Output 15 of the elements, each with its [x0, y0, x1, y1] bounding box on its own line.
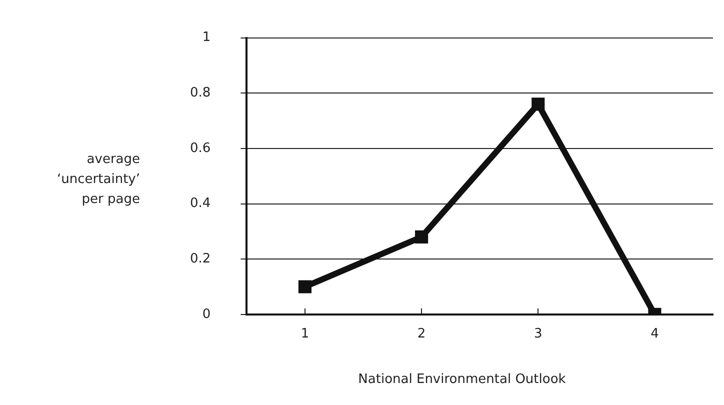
x-tick-label: 1 — [300, 326, 310, 342]
y-axis-title: average ‘uncertainty’ per page — [56, 151, 140, 209]
point — [415, 230, 428, 244]
point — [532, 98, 545, 111]
point — [298, 280, 312, 294]
x-tick-label: 2 — [417, 326, 426, 342]
x-axis-title: National Environmental Outlook — [357, 372, 567, 387]
y-tick-label: 0.8 — [190, 85, 211, 100]
x-tick-label: 3 — [534, 326, 542, 342]
y-tick-label: 1 — [202, 30, 211, 46]
y-tick-label: 0.6 — [190, 140, 211, 156]
y-tick-label: 0.2 — [190, 251, 211, 266]
y-tick-label: 0 — [202, 306, 211, 322]
y-tick-label: 0.4 — [190, 196, 211, 212]
x-tick-label: 4 — [650, 326, 659, 342]
